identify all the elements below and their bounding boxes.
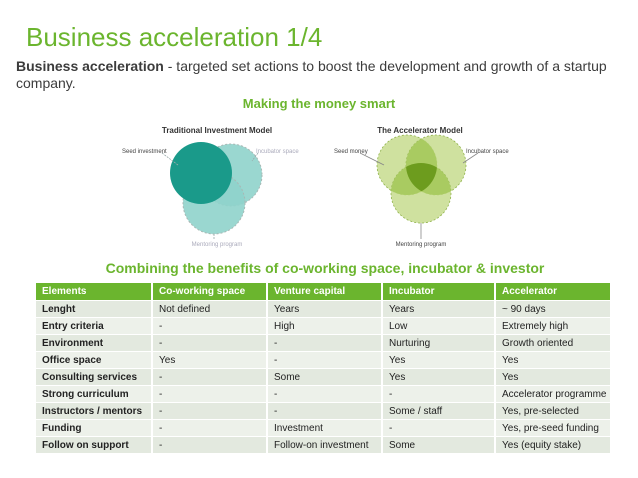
intro-bold: Business acceleration: [16, 58, 164, 74]
acc-incubator-label: Incubator space: [466, 149, 509, 155]
table-cell: ~ 90 days: [494, 301, 610, 317]
intro-text: Business acceleration - targeted set act…: [16, 58, 616, 92]
table-cell: Some / staff: [381, 403, 494, 419]
table-cell: Some: [266, 369, 381, 385]
models-diagram: Traditional Investment Model Seed invest…: [122, 126, 509, 248]
header-elements: Elements: [36, 283, 151, 300]
table-cell: -: [266, 386, 381, 402]
table-cell: Instructors / mentors: [36, 403, 151, 419]
table-row: Instructors / mentors - - Some / staff Yes, …: [36, 403, 610, 419]
table-cell: Years: [381, 301, 494, 317]
table-cell: -: [151, 420, 266, 436]
table-cell: Follow on support: [36, 437, 151, 453]
table-cell: -: [266, 403, 381, 419]
diagram-subtitle: Making the money smart: [242, 96, 396, 111]
table-cell: Yes (equity stake): [494, 437, 610, 453]
table-cell: -: [266, 352, 381, 368]
acc-incubator-pointer: [462, 152, 479, 164]
table-cell: -: [151, 437, 266, 453]
table-cell: Not defined: [151, 301, 266, 317]
incubator-label: Incubator space: [256, 149, 299, 155]
header-incubator: Incubator: [381, 283, 494, 300]
slide-title: Business acceleration 1/4: [26, 22, 323, 52]
table-row: Consulting services - Some Yes Yes: [36, 369, 610, 385]
table-cell: Yes: [381, 352, 494, 368]
table-cell: Lenght: [36, 301, 151, 317]
table-cell: Consulting services: [36, 369, 151, 385]
seed-pointer: [161, 152, 179, 166]
table-cell: Accelerator programme: [494, 386, 610, 402]
table-cell: Nurturing: [381, 335, 494, 351]
accelerator-model: The Accelerator Model Seed money Incubat…: [334, 126, 509, 248]
seed-investment-label: Seed investment: [122, 149, 167, 155]
table-cell: Funding: [36, 420, 151, 436]
table-subtitle: Combining the benefits of co-working spa…: [105, 260, 545, 276]
table-cell: -: [151, 335, 266, 351]
table-cell: -: [381, 420, 494, 436]
traditional-model: Traditional Investment Model Seed invest…: [122, 126, 299, 248]
table-cell: -: [266, 335, 381, 351]
mentoring-label: Mentoring program: [192, 242, 243, 248]
table-cell: Yes: [494, 352, 610, 368]
table-row: Funding - Investment - Yes, pre-seed funding: [36, 420, 610, 436]
table-row: Strong curriculum - - - Accelerator programm…: [36, 386, 610, 402]
table-row: Entry criteria - High Low Extremely high: [36, 318, 610, 334]
table-row: Office space Yes - Yes Yes: [36, 352, 610, 368]
table-cell: Years: [266, 301, 381, 317]
table-cell: Yes: [381, 369, 494, 385]
table-cell: Extremely high: [494, 318, 610, 334]
table-row: Environment - - Nurturing Growth oriented: [36, 335, 610, 351]
table-cell: Yes, pre-selected: [494, 403, 610, 419]
table-cell: Some: [381, 437, 494, 453]
table-cell: Yes: [494, 369, 610, 385]
seed-money-pointer: [359, 152, 385, 166]
traditional-title: Traditional Investment Model: [162, 126, 272, 135]
table-cell: -: [151, 386, 266, 402]
acc-mentoring-label: Mentoring program: [396, 242, 447, 248]
header-accelerator: Accelerator: [494, 283, 610, 300]
incubator-pointer: [251, 152, 259, 162]
table-cell: Office space: [36, 352, 151, 368]
table-cell: High: [266, 318, 381, 334]
seed-investment-circle: [170, 142, 232, 204]
accelerator-title: The Accelerator Model: [377, 126, 463, 135]
table-cell: Yes: [151, 352, 266, 368]
table-row: Lenght Not defined Years Years ~ 90 days: [36, 301, 610, 317]
table-row: Follow on support - Follow-on investment So…: [36, 437, 610, 453]
intro-rest: - targeted set actions to boost the deve…: [16, 58, 607, 91]
table-cell: Environment: [36, 335, 151, 351]
header-coworking: Co-working space: [151, 283, 266, 300]
table-cell: Growth oriented: [494, 335, 610, 351]
table-cell: Low: [381, 318, 494, 334]
comparison-table: Elements Co-working space Venture capita…: [36, 282, 610, 454]
table-cell: Yes, pre-seed funding: [494, 420, 610, 436]
header-venture-capital: Venture capital: [266, 283, 381, 300]
table-cell: Entry criteria: [36, 318, 151, 334]
table-cell: Strong curriculum: [36, 386, 151, 402]
table-header-row: Elements Co-working space Venture capita…: [36, 283, 610, 300]
seed-money-label: Seed money: [334, 149, 368, 155]
table-cell: -: [381, 386, 494, 402]
table-cell: Follow-on investment: [266, 437, 381, 453]
table-cell: -: [151, 403, 266, 419]
table-cell: Investment: [266, 420, 381, 436]
table-cell: -: [151, 318, 266, 334]
table-cell: -: [151, 369, 266, 385]
